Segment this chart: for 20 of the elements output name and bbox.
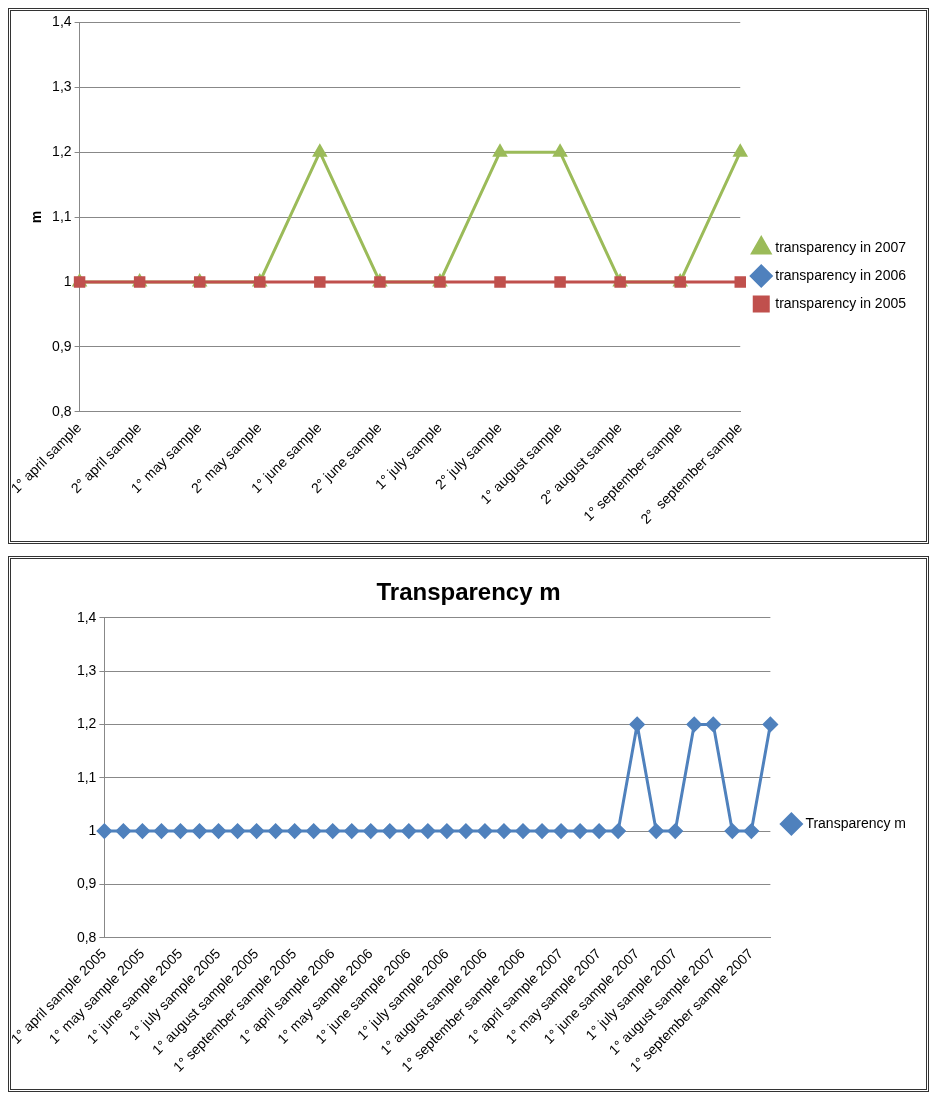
y-tick-label: 1,2 [76, 715, 97, 732]
y-axis-title: m [27, 210, 44, 224]
y-tick-label: 0,8 [52, 402, 72, 419]
chart-title: Transparency m [376, 578, 561, 606]
y-tick-label: 0,9 [76, 875, 97, 892]
y-tick-label: 1,2 [52, 143, 72, 160]
y-tick-label: 1 [88, 821, 97, 838]
y-tick-label: 0,9 [52, 337, 72, 354]
y-tick-label: 1,4 [52, 13, 72, 30]
legend-label: transparency in 2005 [775, 294, 907, 311]
y-tick-label: 1,3 [52, 78, 72, 95]
y-tick-label: 1,1 [52, 207, 72, 224]
y-tick-label: 1,3 [76, 661, 97, 678]
legend-label: Transparency m [805, 814, 906, 831]
y-tick-label: 0,8 [76, 928, 97, 945]
y-tick-label: 1 [63, 272, 72, 289]
y-tick-label: 1,4 [76, 608, 97, 625]
y-tick-label: 1,1 [76, 768, 97, 785]
legend-label: transparency in 2007 [775, 238, 907, 255]
legend-label: transparency in 2006 [775, 266, 907, 283]
